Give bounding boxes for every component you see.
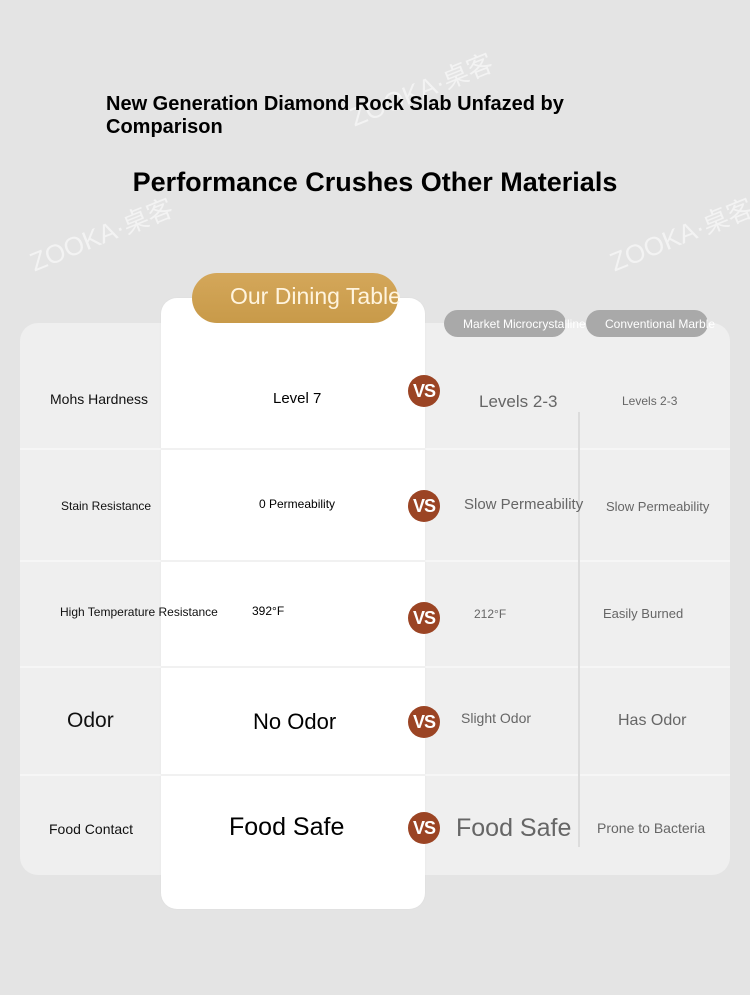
conventional-value: Levels 2-3 [622, 394, 678, 408]
feature-label: High Temperature Resistance [60, 605, 218, 619]
market-value: Levels 2-3 [479, 392, 558, 411]
our-column-label: Our Dining Table [230, 283, 401, 309]
vs-badge: VS [408, 812, 440, 844]
market-column-label: Market Microcrystalline Stone [463, 317, 621, 331]
our-column-header [192, 273, 398, 323]
subheadline: Performance Crushes Other Materials [132, 167, 618, 197]
our-value: 392°F [252, 604, 285, 618]
conventional-value: Easily Burned [603, 606, 684, 621]
market-value: Food Safe [456, 814, 572, 842]
row-divider [161, 774, 425, 776]
conventional-column-header [586, 310, 708, 337]
feature-label: Mohs Hardness [50, 391, 149, 407]
vs-badge: VS [408, 706, 440, 738]
our-value: 0 Permeability [259, 497, 336, 511]
feature-label: Stain Resistance [61, 499, 152, 513]
conventional-value: Prone to Bacteria [597, 820, 706, 836]
our-value: Level 7 [273, 390, 322, 407]
vs-badge: VS [408, 490, 440, 522]
our-product-column [161, 298, 425, 909]
our-value: No Odor [253, 709, 337, 734]
row-divider [161, 448, 425, 450]
market-value: Slow Permeability [464, 496, 584, 513]
conventional-value: Has Odor [618, 712, 687, 729]
conventional-value: Slow Permeability [606, 499, 710, 514]
market-column-header [444, 310, 566, 337]
headline: New Generation Diamond Rock Slab Unfazed… [106, 93, 564, 138]
watermark: ZOOKA·桌客 [25, 192, 178, 278]
row-divider [161, 560, 425, 562]
conventional-column-label: Conventional Marble [605, 317, 716, 331]
column-divider [578, 412, 580, 847]
our-value: Food Safe [229, 813, 345, 841]
row-divider [161, 666, 425, 668]
feature-label: Odor [67, 709, 114, 732]
vs-badge: VS [408, 602, 440, 634]
watermark: ZOOKA·桌客 [605, 192, 750, 278]
market-value: Slight Odor [461, 710, 532, 726]
market-value: 212°F [474, 607, 507, 621]
feature-label: Food Contact [49, 821, 134, 837]
vs-badge: VS [408, 375, 440, 407]
